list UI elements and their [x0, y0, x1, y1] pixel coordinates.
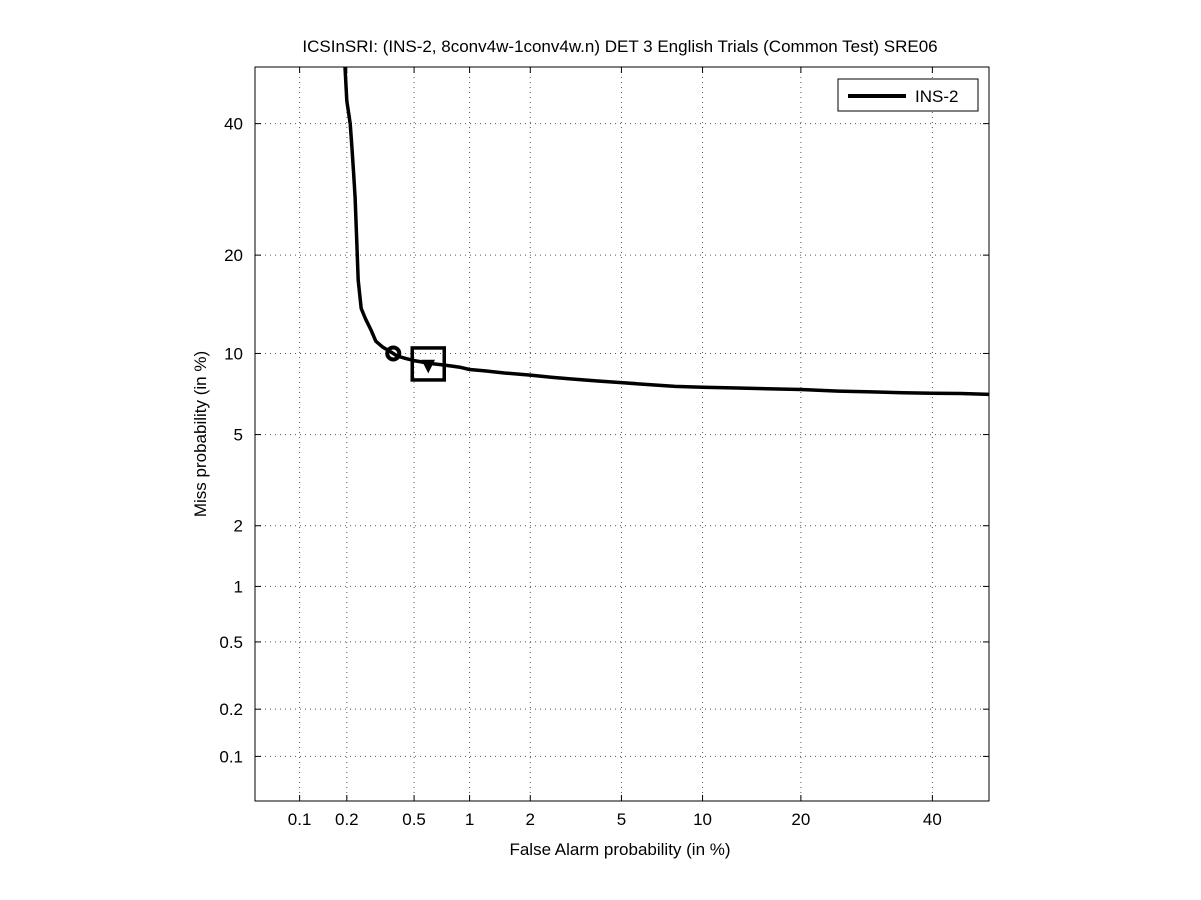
- y-tick-label: 0.5: [219, 633, 243, 652]
- x-tick-label: 0.1: [288, 810, 312, 829]
- y-tick-label: 10: [224, 344, 243, 363]
- x-axis-label: False Alarm probability (in %): [509, 840, 730, 859]
- x-tick-label: 0.2: [335, 810, 359, 829]
- actual-dcf-square-marker: [410, 346, 446, 382]
- x-tick-label: 2: [526, 810, 535, 829]
- y-tick-label: 20: [224, 246, 243, 265]
- eer-triangle-marker: [421, 359, 436, 374]
- chart-title: ICSInSRI: (INS-2, 8conv4w-1conv4w.n) DET…: [302, 37, 937, 56]
- x-axis: 0.1 0.2 0.5 1 2 5 10 20 40: [288, 67, 942, 829]
- x-tick-label: 10: [693, 810, 712, 829]
- y-axis-label: Miss probability (in %): [191, 351, 210, 517]
- series-layer: [343, 66, 990, 397]
- x-tick-label: 5: [617, 810, 626, 829]
- grid: [255, 67, 989, 801]
- y-axis: 0.1 0.2 0.5 1 2 5 10 20 40: [219, 115, 989, 766]
- y-tick-label: 0.1: [219, 747, 243, 766]
- y-tick-label: 5: [234, 426, 243, 445]
- plot-frame: [254, 66, 990, 802]
- y-tick-label: 2: [234, 517, 243, 536]
- y-tick-label: 40: [224, 115, 243, 134]
- x-tick-label: 0.5: [402, 810, 426, 829]
- series-line-ins-2: [343, 66, 990, 397]
- y-tick-label: 0.2: [219, 700, 243, 719]
- min-dcf-circle-marker: [385, 345, 402, 362]
- legend-entry-ins-2: INS-2: [915, 87, 958, 106]
- markers-layer: [385, 345, 446, 382]
- legend: INS-2: [837, 78, 979, 112]
- y-tick-label: 1: [234, 577, 243, 596]
- x-tick-label: 40: [923, 810, 942, 829]
- x-tick-label: 1: [465, 810, 474, 829]
- x-tick-label: 20: [791, 810, 810, 829]
